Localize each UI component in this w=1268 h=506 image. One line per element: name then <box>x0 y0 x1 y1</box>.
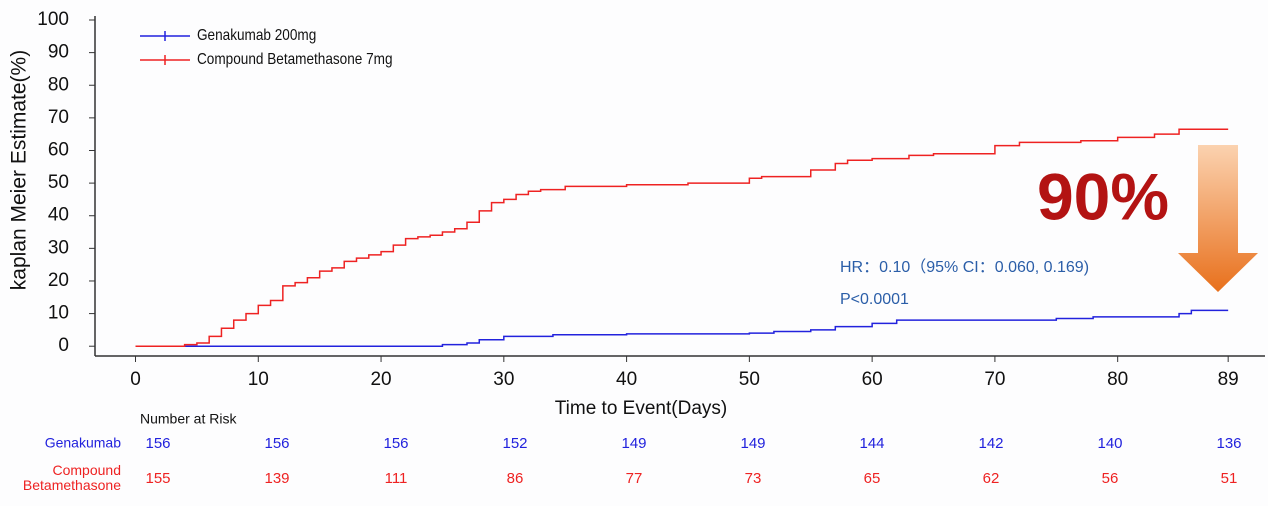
x-tick-label: 60 <box>862 369 883 390</box>
risk-value: 62 <box>983 470 1000 487</box>
x-tick-label: 20 <box>370 369 391 390</box>
risk-value: 51 <box>1221 470 1238 487</box>
x-tick-label: 0 <box>130 369 141 390</box>
x-tick-label: 40 <box>616 369 637 390</box>
y-tick-label: 0 <box>58 335 69 356</box>
risk-value: 149 <box>621 435 646 452</box>
risk-value: 155 <box>145 470 170 487</box>
risk-value: 142 <box>978 435 1003 452</box>
risk-row-label: Genakumab <box>45 435 121 451</box>
arrow <box>1178 145 1258 292</box>
x-tick-label: 89 <box>1218 369 1239 390</box>
risk-value: 73 <box>745 470 762 487</box>
risk-value: 77 <box>626 470 643 487</box>
risk-value: 156 <box>264 435 289 452</box>
km-curve <box>135 128 1229 347</box>
x-tick-label: 30 <box>493 369 514 390</box>
risk-value: 156 <box>383 435 408 452</box>
risk-row-label: Betamethasone <box>23 477 121 493</box>
y-tick-label: 90 <box>48 42 69 63</box>
y-tick-label: 50 <box>48 172 69 193</box>
risk-value: 86 <box>507 470 524 487</box>
y-tick-label: 60 <box>48 140 69 161</box>
risk-value: 56 <box>1102 470 1119 487</box>
risk-value: 65 <box>864 470 881 487</box>
x-axis-label: Time to Event(Days) <box>555 398 727 419</box>
hr-label: HR：0.10（95% CI：0.060, 0.169) <box>840 258 1089 276</box>
km-curve <box>135 309 1229 347</box>
x-tick-label: 70 <box>984 369 1005 390</box>
y-tick-label: 10 <box>48 303 69 324</box>
y-tick-label: 30 <box>48 237 69 258</box>
y-tick-label: 40 <box>48 205 69 226</box>
x-tick-label: 50 <box>739 369 760 390</box>
y-tick-label: 100 <box>37 9 69 30</box>
legend-label: Genakumab 200mg <box>197 27 316 44</box>
risk-value: 140 <box>1097 435 1122 452</box>
risk-title: Number at Risk <box>140 411 237 427</box>
x-tick-label: 80 <box>1107 369 1128 390</box>
y-tick-label: 70 <box>48 107 69 128</box>
y-axis-label: kaplan Meier Estimate(%) <box>8 50 31 290</box>
risk-value: 156 <box>145 435 170 452</box>
y-tick-label: 80 <box>48 74 69 95</box>
risk-value: 149 <box>740 435 765 452</box>
risk-value: 136 <box>1216 435 1241 452</box>
legend-label: Compound Betamethasone 7mg <box>197 51 393 68</box>
risk-value: 111 <box>385 470 408 487</box>
risk-value: 139 <box>264 470 289 487</box>
x-tick-label: 10 <box>248 369 269 390</box>
risk-value: 144 <box>859 435 884 452</box>
p-label: P<0.0001 <box>840 291 909 308</box>
y-tick-label: 20 <box>48 270 69 291</box>
reduction-label: 90% <box>1037 159 1169 233</box>
risk-row-label: Compound <box>53 462 122 478</box>
risk-value: 152 <box>502 435 527 452</box>
